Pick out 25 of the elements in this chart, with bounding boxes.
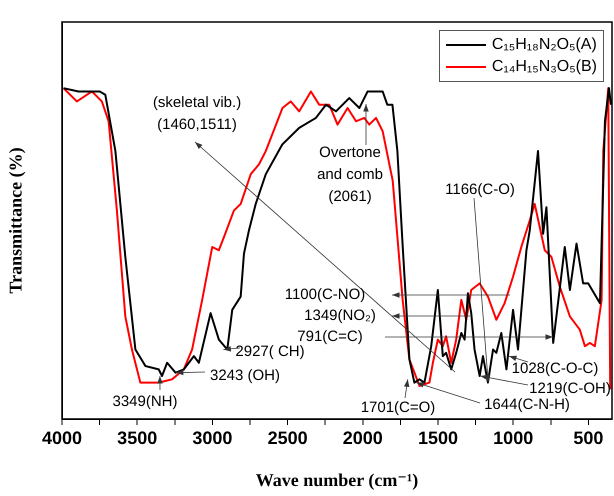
x-tick-label: 500 [573,428,604,448]
annotation: 1219(C-OH) [529,380,611,398]
legend-label: C₁₅H₁₈N₂O₅(A) [492,35,597,55]
annotation: 3349(NH) [112,393,178,410]
x-tick-label: 3500 [117,428,158,448]
annotation: 1701(C=O) [360,399,436,416]
x-tick-label: 2000 [342,428,383,448]
annotation: 791(C=C) [297,328,363,346]
y-axis-title: Transmittance (%) [5,147,26,294]
x-tick-label: 3000 [192,428,232,448]
annotation: 1349(NO₂) [304,307,376,324]
annotation: Overtone and comb (2061) [317,144,383,206]
x-tick-label: 1500 [418,428,458,448]
annotation: 1166(C-O) [445,181,515,198]
annotation: 1100(C-NO) [284,286,366,304]
x-axis-title: Wave number (cm⁻¹) [256,470,418,490]
x-tick-label: 4000 [42,428,82,448]
x-tick-label: 2500 [268,428,308,448]
annotation: 1028(C-O-C) [512,360,598,378]
annotation: 1644(C-N-H) [484,396,570,414]
annotation: 2927( CH) [235,343,305,360]
legend-label: C₁₄H₁₅N₃O₅(B) [492,57,597,77]
annotation: (skeletal vib.) (1460,1511) [152,94,242,134]
x-tick-label: 1000 [493,428,534,448]
annotation: 3243 (OH) [210,367,280,384]
